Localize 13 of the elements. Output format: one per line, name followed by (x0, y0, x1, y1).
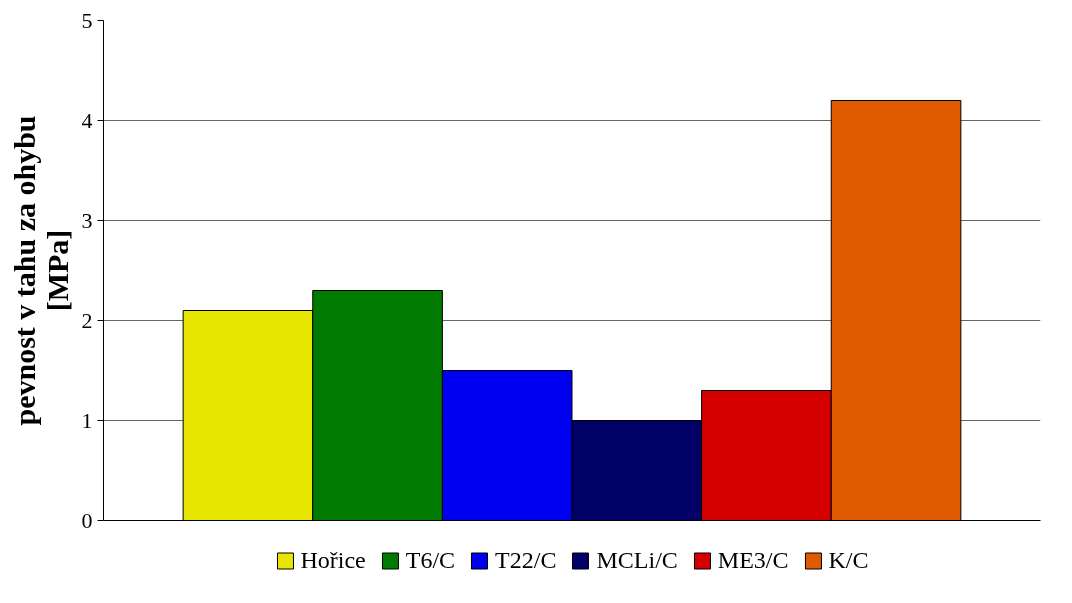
y-tick-label: 0 (81, 507, 93, 533)
legend-label: K/C (828, 546, 869, 574)
legend-label: ME3/C (717, 546, 789, 574)
legend-label: Hořice (300, 546, 366, 574)
y-axis-title: pevnost v tahu za ohybu [MPa] (7, 115, 74, 426)
y-tick-label: 1 (81, 407, 93, 433)
y-tick-label: 5 (81, 7, 93, 33)
legend-label: T22/C (495, 546, 557, 574)
y-tick-label: 3 (81, 207, 93, 233)
y-tick-label: 4 (81, 107, 93, 133)
y-tick-label: 2 (81, 307, 93, 333)
legend-label: MCLi/C (596, 546, 678, 574)
legend-label: T6/C (405, 546, 456, 574)
